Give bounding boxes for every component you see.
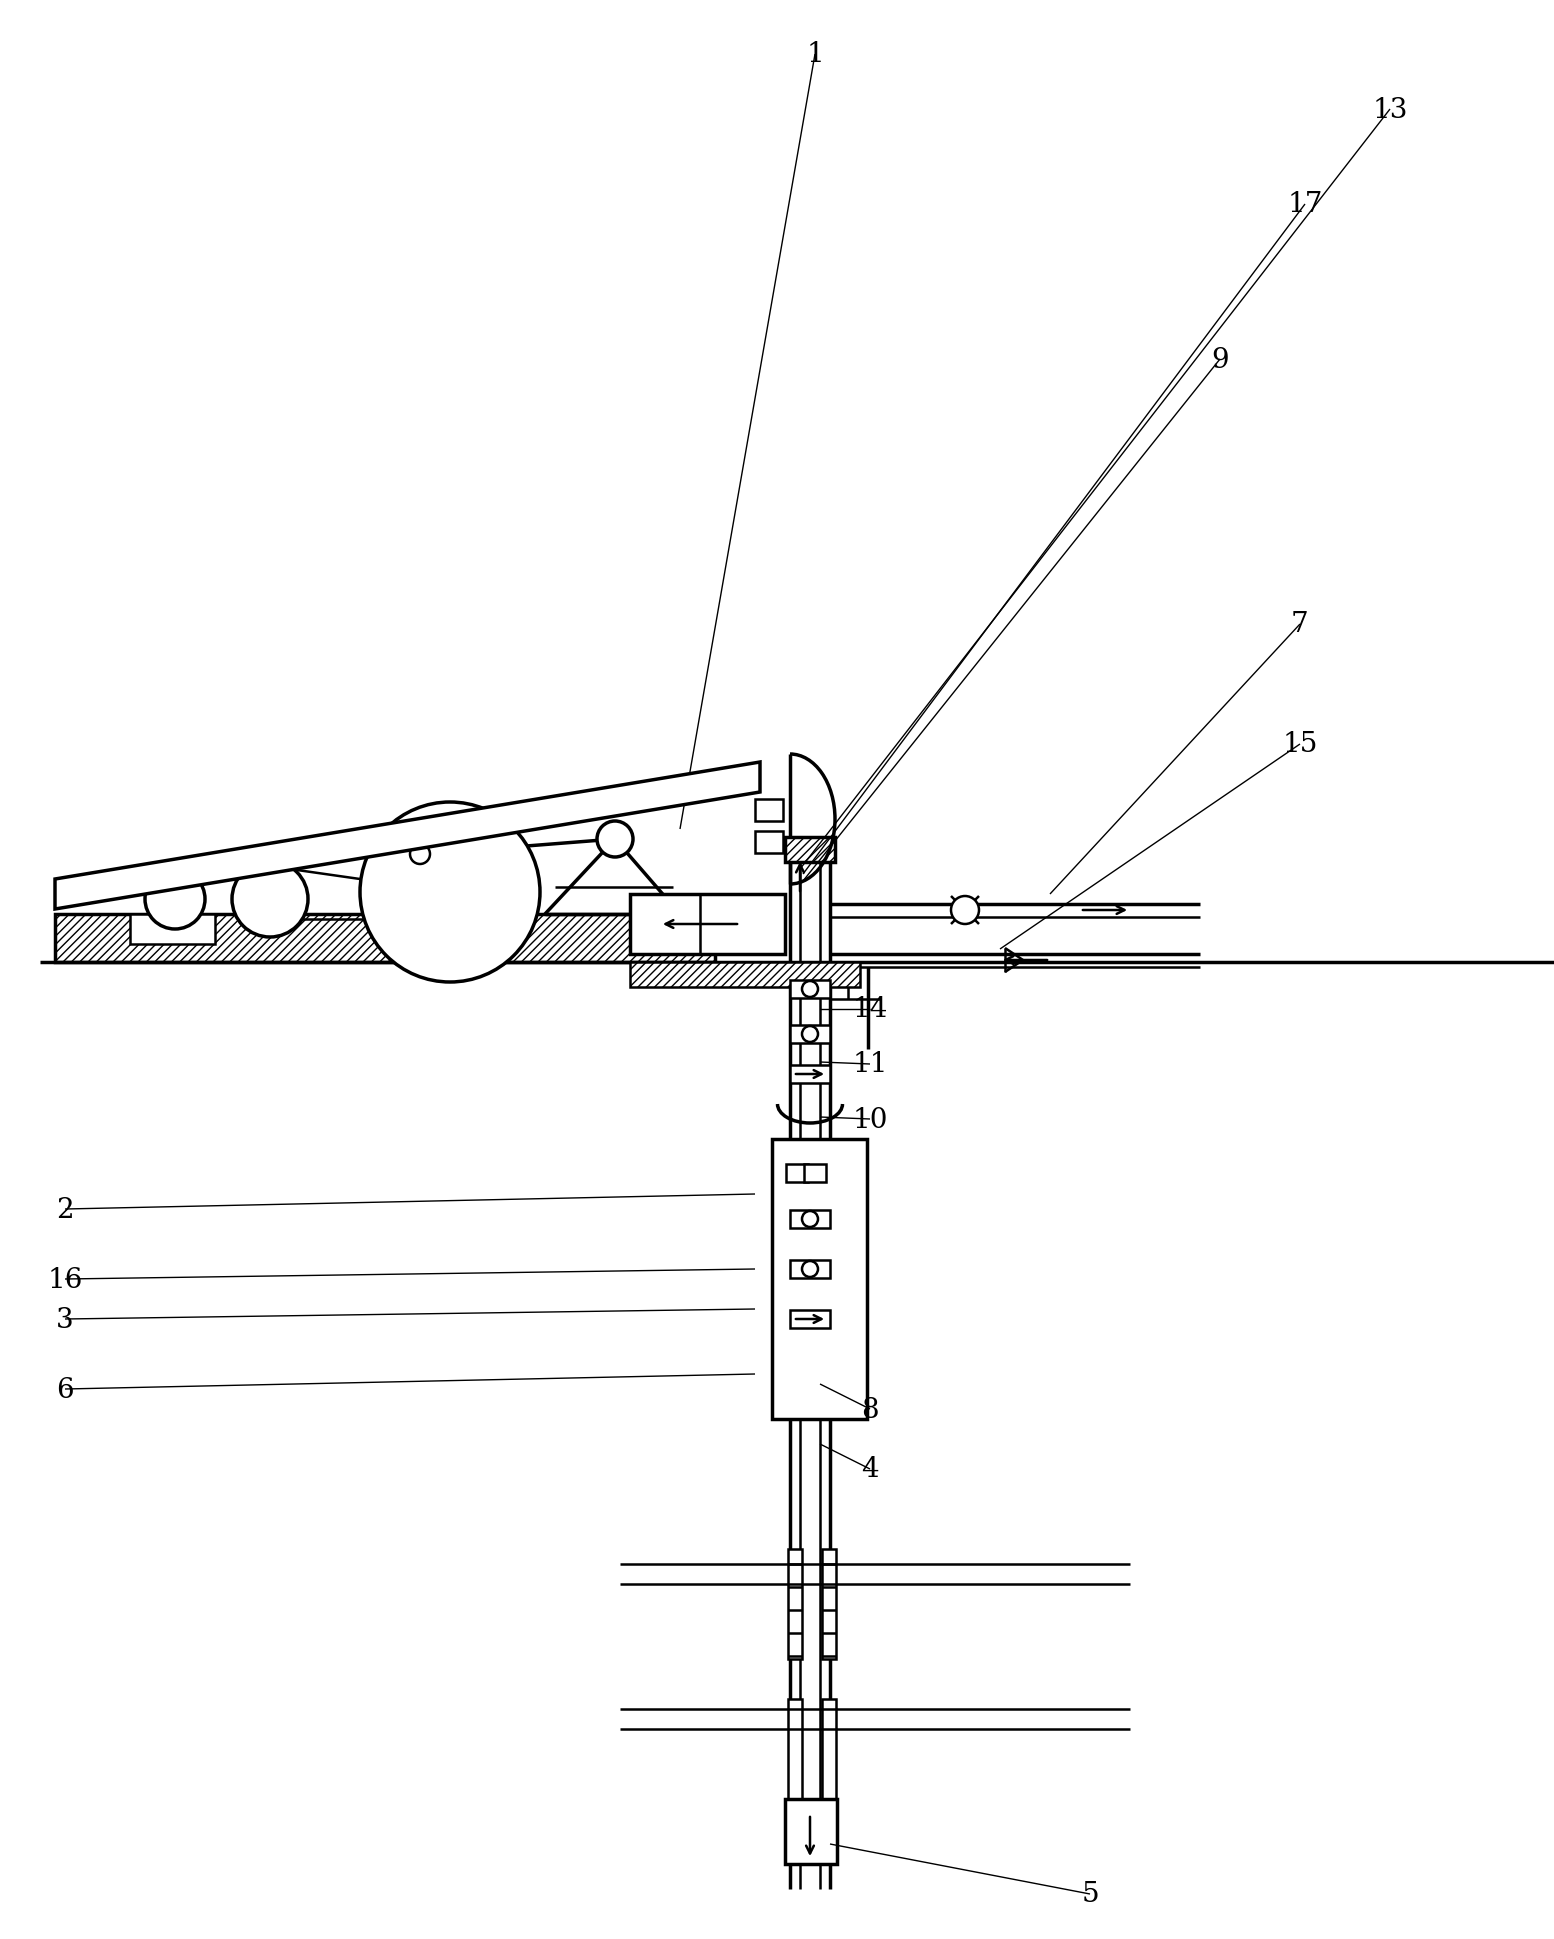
Bar <box>789 1065 830 1084</box>
Circle shape <box>361 803 539 983</box>
Text: 1: 1 <box>807 41 824 68</box>
Bar <box>785 1799 838 1863</box>
Text: 10: 10 <box>852 1105 887 1132</box>
Bar <box>789 1311 830 1328</box>
Text: 11: 11 <box>852 1051 887 1078</box>
Bar <box>789 1260 830 1278</box>
Circle shape <box>802 981 817 997</box>
Text: 9: 9 <box>1211 347 1229 374</box>
Text: 8: 8 <box>861 1396 880 1423</box>
Circle shape <box>951 896 979 925</box>
Bar <box>822 1549 836 1660</box>
Circle shape <box>232 861 308 938</box>
Polygon shape <box>54 762 760 909</box>
Bar <box>788 1699 802 1799</box>
Bar <box>788 1549 802 1660</box>
Circle shape <box>802 1262 817 1278</box>
Circle shape <box>410 845 430 865</box>
Text: 7: 7 <box>1291 611 1308 638</box>
Circle shape <box>802 1212 817 1227</box>
Bar <box>755 799 783 822</box>
Text: 14: 14 <box>852 997 887 1024</box>
Text: 4: 4 <box>861 1456 880 1483</box>
Text: 5: 5 <box>1082 1881 1099 1908</box>
Circle shape <box>802 1026 817 1043</box>
Bar <box>54 915 715 962</box>
Bar <box>772 1140 867 1419</box>
Text: 16: 16 <box>47 1266 82 1293</box>
Text: 6: 6 <box>56 1377 73 1402</box>
Bar <box>629 894 785 954</box>
Bar <box>755 832 783 853</box>
Bar <box>822 1699 836 1799</box>
Bar <box>131 915 214 944</box>
Bar <box>789 1026 830 1043</box>
Text: 3: 3 <box>56 1305 73 1332</box>
Circle shape <box>597 822 632 857</box>
Bar <box>786 1165 808 1183</box>
Circle shape <box>145 869 205 929</box>
Bar <box>789 981 830 999</box>
Bar <box>789 1210 830 1229</box>
Bar <box>785 838 834 863</box>
Text: 2: 2 <box>56 1196 73 1224</box>
Text: 15: 15 <box>1282 731 1318 758</box>
Text: 17: 17 <box>1287 192 1322 219</box>
Bar <box>803 1165 827 1183</box>
Text: 13: 13 <box>1372 97 1408 124</box>
Bar <box>629 962 859 987</box>
